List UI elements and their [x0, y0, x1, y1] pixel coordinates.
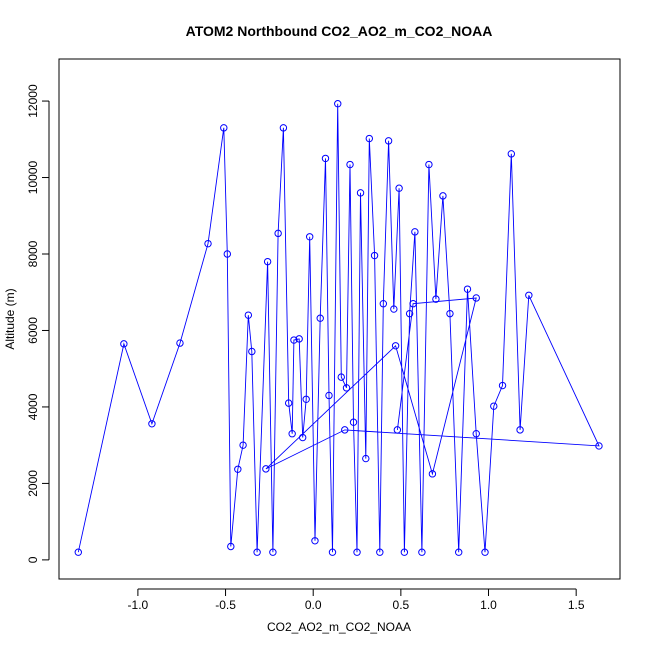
- data-point: [400, 548, 409, 556]
- plot-frame: [58, 58, 621, 580]
- data-point: [316, 314, 324, 322]
- data-point: [74, 548, 82, 556]
- data-point: [234, 465, 242, 473]
- x-tick-label: -0.5: [215, 598, 236, 612]
- data-point: [595, 442, 603, 450]
- data-point: [346, 160, 354, 169]
- data-point: [455, 548, 463, 556]
- data-point: [274, 229, 282, 238]
- y-tick-label: 10000: [26, 161, 40, 195]
- data-point: [411, 228, 419, 236]
- data-point: [356, 189, 365, 197]
- data-point: [262, 465, 270, 473]
- data-point: [353, 548, 361, 556]
- data-point: [418, 548, 426, 556]
- y-tick-label: 2000: [26, 470, 40, 497]
- data-point: [220, 124, 228, 132]
- y-tick-label: 4000: [26, 393, 40, 420]
- data-point: [148, 420, 156, 428]
- series-layer: [74, 100, 603, 556]
- data-point: [227, 542, 235, 551]
- data-point: [204, 239, 212, 248]
- data-point: [349, 418, 358, 426]
- data-point: [325, 391, 333, 400]
- x-tick-label: -1.0: [128, 598, 149, 612]
- x-tick-label: 0.0: [305, 598, 322, 612]
- data-point: [341, 426, 349, 434]
- data-point: [390, 305, 398, 313]
- data-point: [263, 257, 272, 266]
- data-point: [463, 285, 472, 293]
- y-tick-label: 0: [26, 556, 40, 563]
- data-point: [298, 433, 307, 442]
- data-point: [507, 150, 516, 158]
- data-point: [223, 250, 232, 258]
- data-point: [302, 395, 310, 403]
- data-point: [279, 124, 288, 132]
- data-point: [395, 184, 403, 192]
- data-point: [379, 300, 388, 308]
- data-point: [239, 441, 247, 449]
- data-point: [288, 430, 296, 438]
- data-point: [384, 137, 393, 145]
- data-point: [490, 402, 498, 410]
- data-point: [269, 548, 277, 556]
- series-line: [77, 103, 600, 553]
- x-tick-label: 1.5: [568, 598, 585, 612]
- data-point: [432, 295, 440, 303]
- y-tick-label: 6000: [26, 317, 40, 344]
- data-point: [391, 342, 400, 350]
- data-point: [176, 339, 184, 347]
- x-axis: -1.0 -0.5 0.0 0.5 1.0 1.5: [128, 588, 585, 612]
- data-point: [376, 548, 384, 556]
- data-point: [334, 100, 342, 108]
- data-point: [295, 335, 303, 343]
- data-point: [405, 309, 414, 318]
- data-point: [253, 548, 261, 556]
- data-point: [305, 233, 314, 241]
- data-point: [362, 454, 370, 463]
- data-point: [428, 470, 437, 478]
- data-point: [481, 548, 489, 556]
- data-point: [284, 399, 293, 407]
- chart-title: ATOM2 Northbound CO2_AO2_m_CO2_NOAA: [186, 23, 493, 39]
- data-point: [409, 300, 417, 308]
- data-point: [393, 426, 402, 434]
- data-point: [248, 347, 256, 356]
- data-point: [516, 426, 524, 434]
- data-point: [472, 430, 480, 438]
- data-point: [321, 154, 330, 163]
- y-tick-label: 12000: [26, 84, 40, 118]
- data-point: [365, 134, 374, 143]
- data-point: [498, 381, 507, 390]
- data-point: [425, 160, 433, 169]
- data-point: [337, 373, 345, 381]
- x-axis-label: CO2_AO2_m_CO2_NOAA: [267, 620, 411, 634]
- y-axis: 0 2000 4000 6000 8000 10000 12000: [26, 84, 50, 563]
- data-point: [244, 311, 253, 319]
- data-point: [311, 537, 319, 545]
- y-axis-label: Altitude (m): [3, 288, 17, 349]
- data-point: [525, 291, 533, 299]
- data-point: [290, 336, 298, 344]
- data-point: [328, 548, 337, 556]
- y-tick-label: 8000: [26, 240, 40, 267]
- x-tick-label: 1.0: [480, 598, 497, 612]
- data-point: [446, 309, 454, 318]
- data-point: [370, 251, 379, 260]
- data-point: [120, 340, 128, 348]
- data-point: [472, 294, 480, 302]
- data-point: [439, 192, 447, 200]
- data-point: [342, 384, 351, 392]
- x-tick-label: 0.5: [393, 598, 410, 612]
